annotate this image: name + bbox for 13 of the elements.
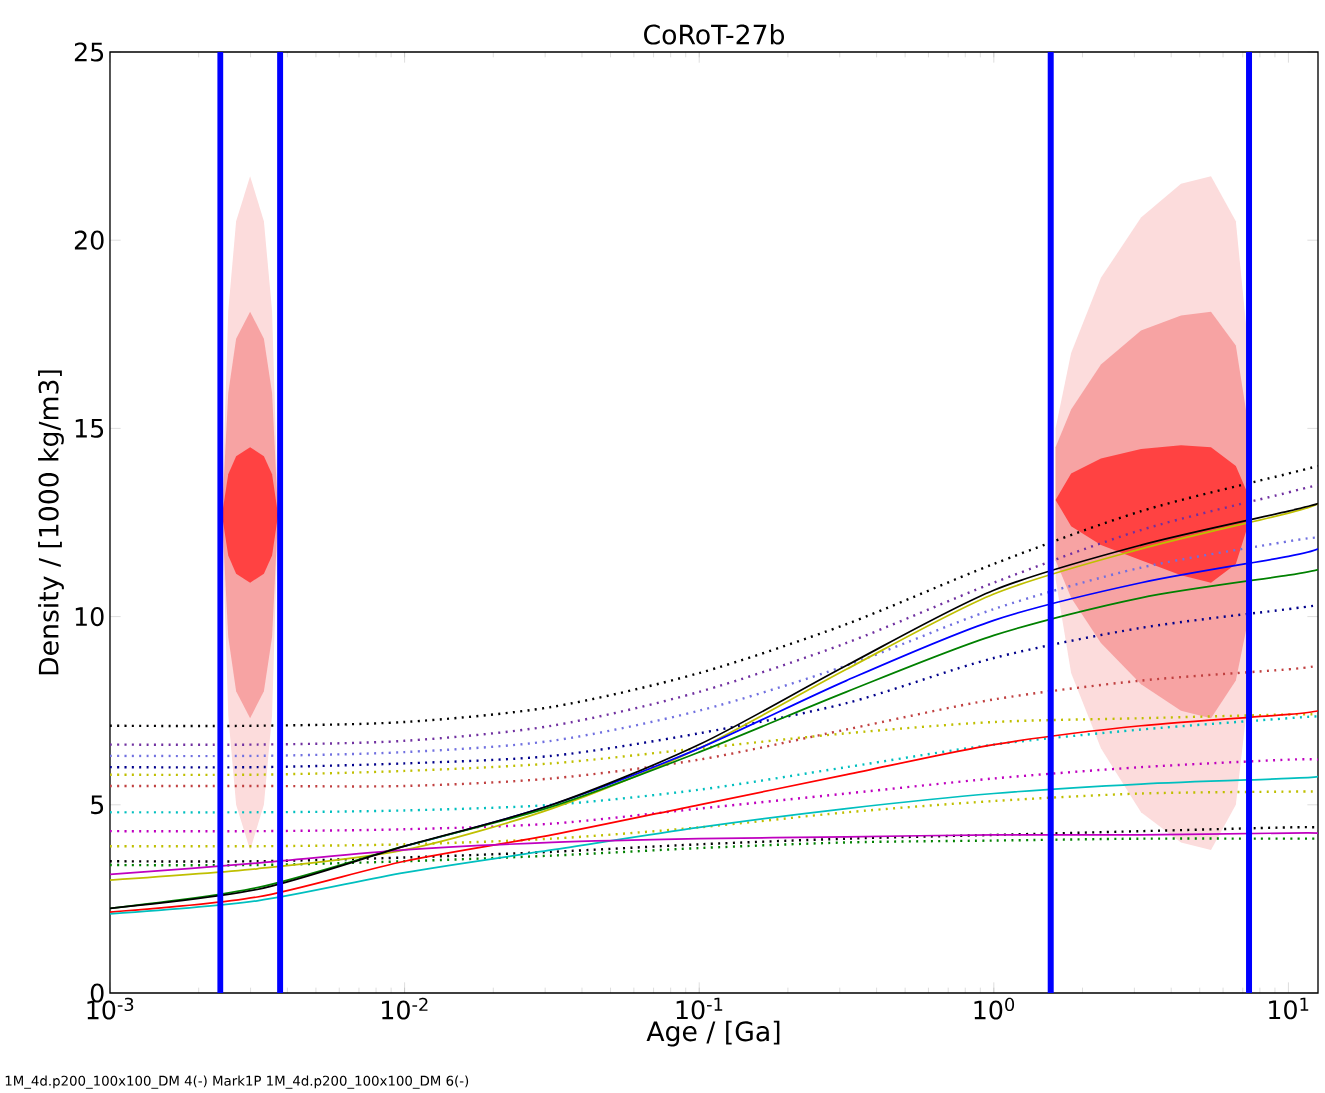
chart-title: CoRoT-27b (644, 23, 785, 45)
y-tick-label: 20 (74, 230, 104, 250)
x-tick-label: 10$^{1}$ (1269, 997, 1309, 1020)
x-tick-label: 10$^{-1}$ (676, 997, 723, 1020)
x-tick-label: 10$^{-2}$ (382, 997, 428, 1020)
x-tick-label: 10$^{0}$ (974, 997, 1015, 1020)
y-tick-label: 5 (91, 795, 104, 815)
y-tick-label: 25 (74, 42, 104, 62)
y-axis-title: Density / [1000 kg/m3] (38, 370, 64, 675)
text: 1M_4d.p200_100x100_DM 4(-) Mark1P 1M_4d.p200_100x100_DM 6(-) (5, 1075, 469, 1089)
x-axis-title: Age / [Ga] (646, 1020, 780, 1047)
y-tick-label: 10 (75, 607, 104, 627)
y-tick-label: 15 (75, 418, 104, 438)
